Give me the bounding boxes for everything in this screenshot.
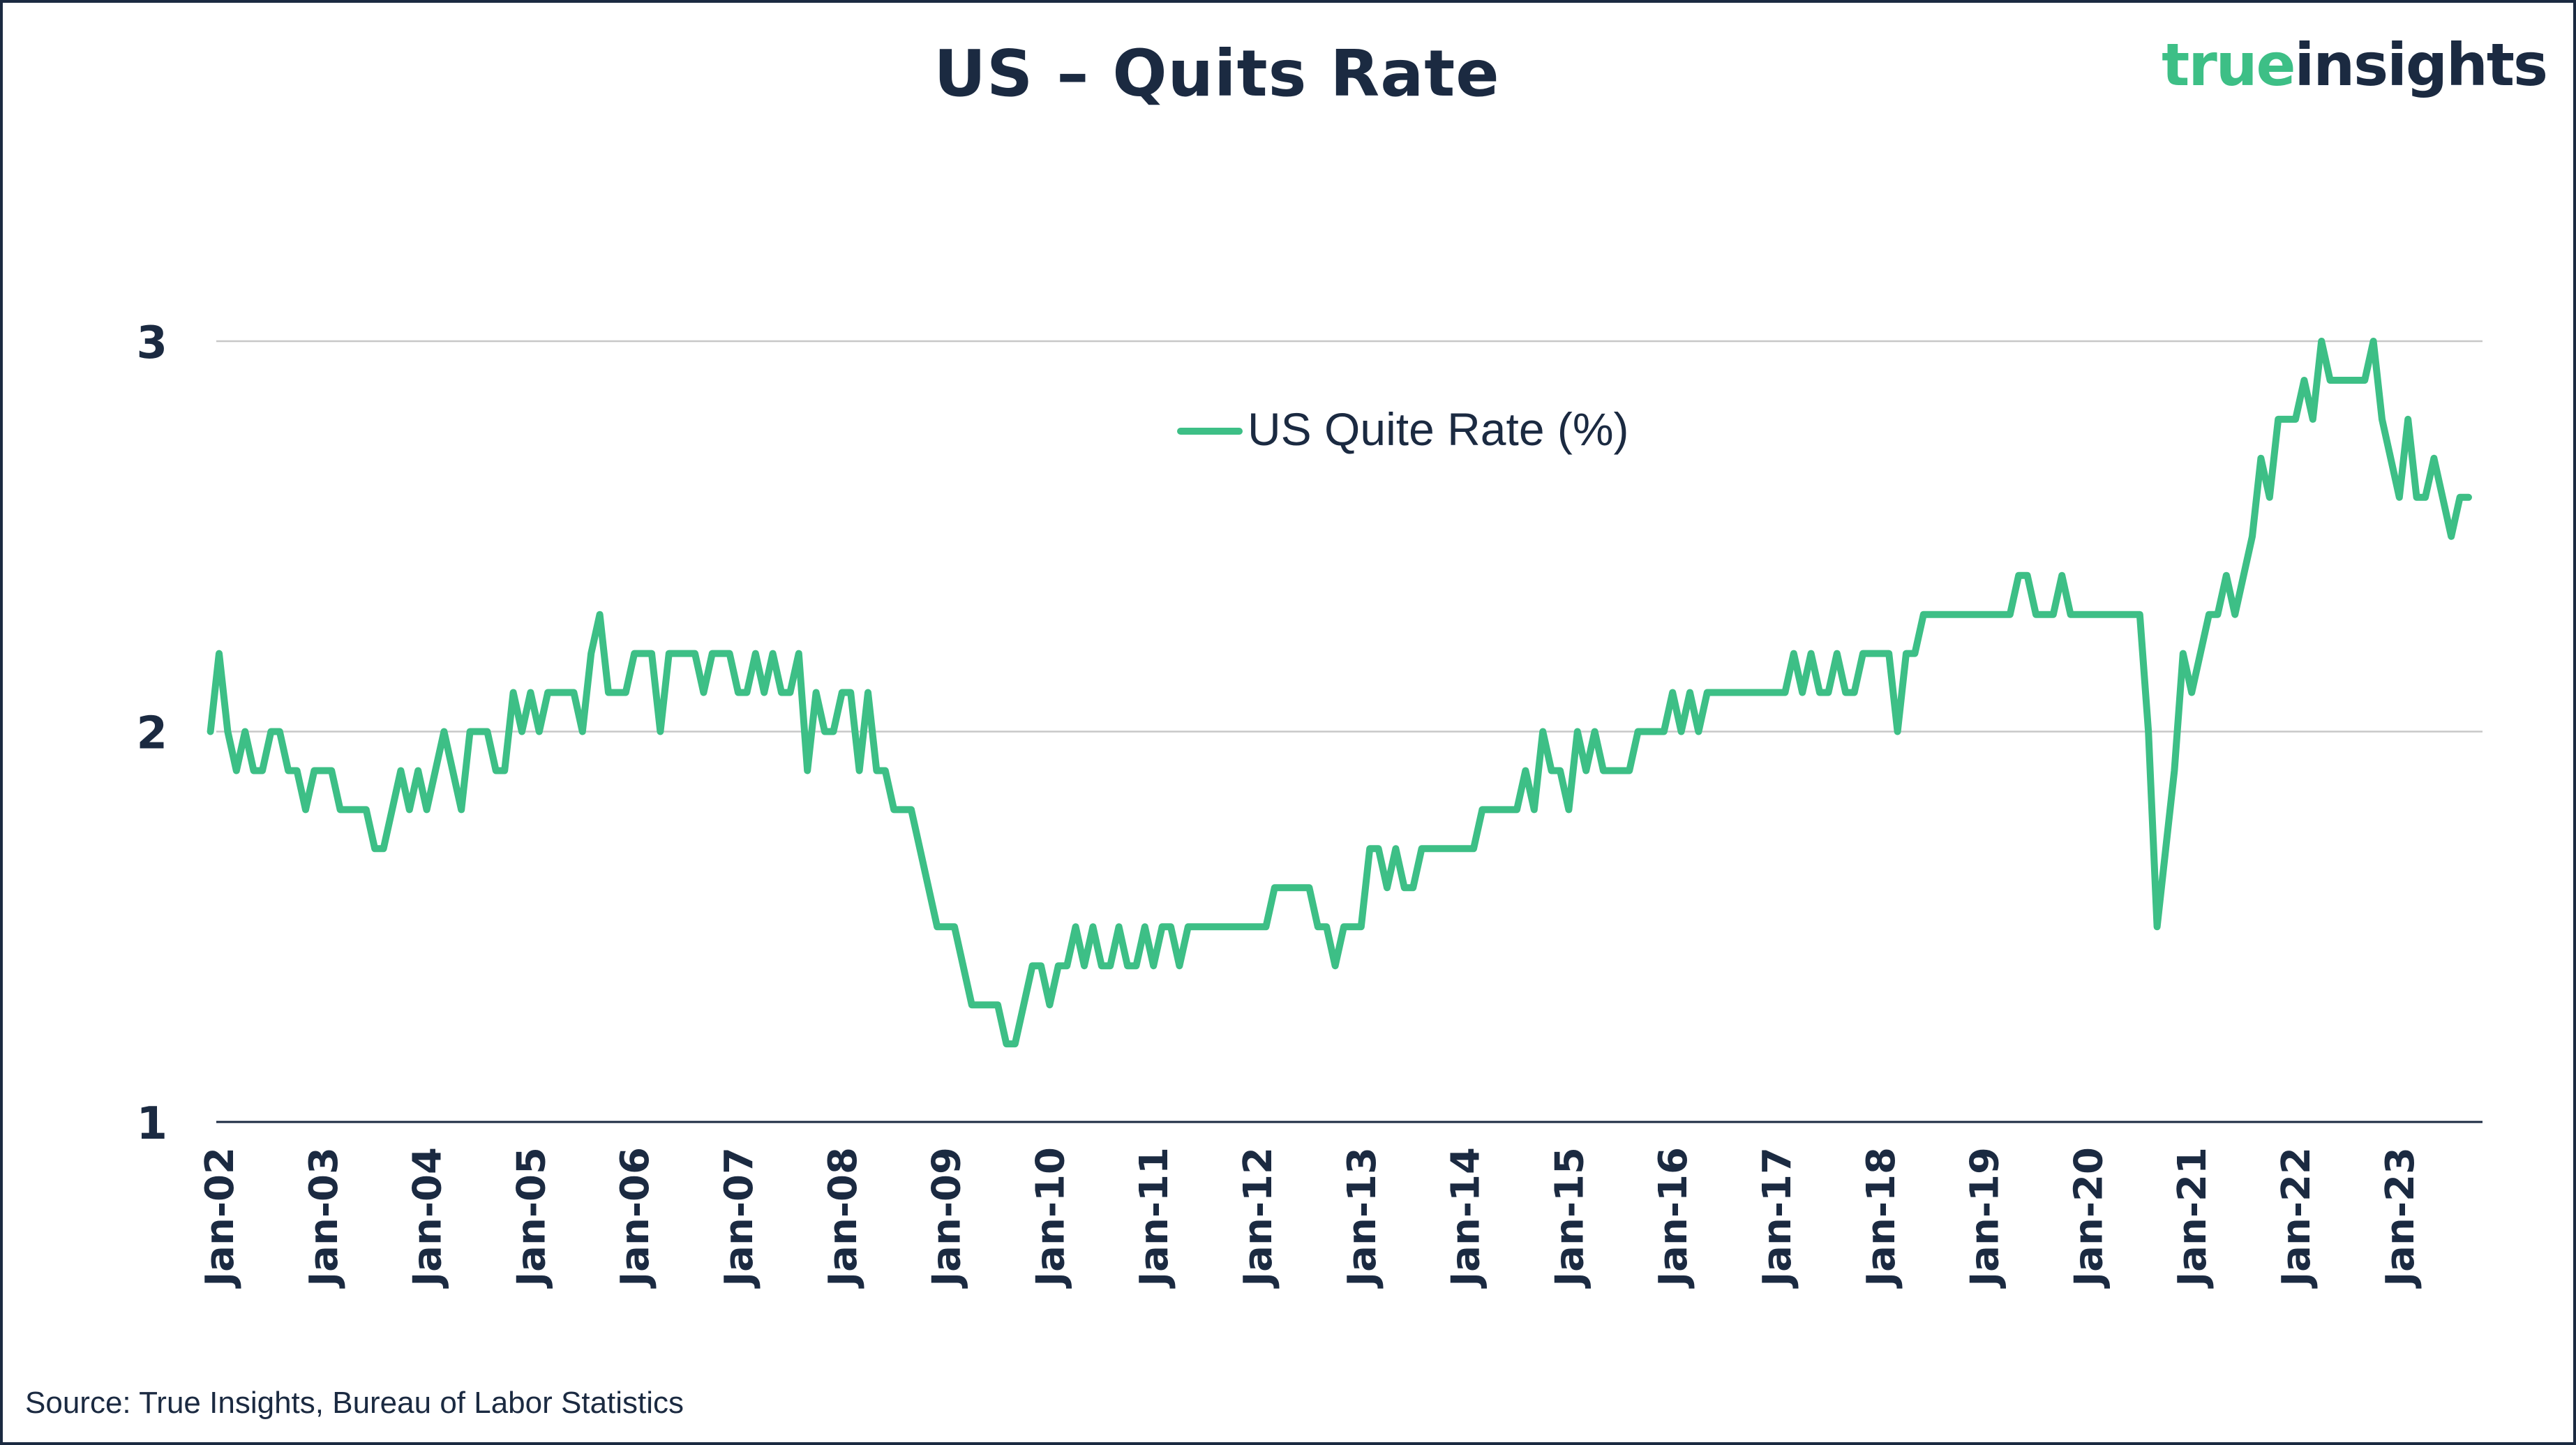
x-tick-label: Jan-02 xyxy=(197,1147,243,1289)
x-tick-label: Jan-22 xyxy=(2274,1147,2319,1289)
x-tick-label: Jan-21 xyxy=(2170,1147,2215,1289)
x-tick-label: Jan-20 xyxy=(2066,1147,2111,1289)
y-axis-ticks: 1 2 3 xyxy=(136,317,167,1150)
x-tick-label: Jan-10 xyxy=(1028,1147,1073,1289)
y-tick-label: 3 xyxy=(136,317,167,369)
legend-label: US Quite Rate (%) xyxy=(1248,403,1629,455)
x-tick-label: Jan-15 xyxy=(1547,1147,1592,1289)
x-tick-label: Jan-19 xyxy=(1963,1147,2008,1289)
x-tick-label: Jan-06 xyxy=(613,1147,658,1289)
x-tick-label: Jan-23 xyxy=(2378,1147,2423,1289)
x-tick-label: Jan-14 xyxy=(1444,1147,1489,1289)
x-axis-ticks: Jan-02 Jan-03 Jan-04 Jan-05 Jan-06 Jan-07 Jan-… xyxy=(197,1147,2423,1289)
x-tick-label: Jan-17 xyxy=(1755,1147,1800,1289)
logo-word-true: true xyxy=(2162,31,2296,99)
x-tick-label: Jan-18 xyxy=(1859,1147,1904,1289)
x-tick-label: Jan-09 xyxy=(924,1147,970,1289)
x-tick-label: Jan-12 xyxy=(1236,1147,1281,1289)
x-tick-label: Jan-04 xyxy=(405,1147,451,1289)
x-tick-label: Jan-13 xyxy=(1340,1147,1385,1289)
x-tick-label: Jan-03 xyxy=(301,1147,347,1289)
logo-word-insights: insights xyxy=(2294,31,2548,99)
x-tick-label: Jan-05 xyxy=(509,1147,554,1289)
line-chart: 1 2 3 Jan-02 Jan-03 Jan-04 Jan-05 Jan-06 Jan-07… xyxy=(136,317,2483,1289)
x-tick-label: Jan-16 xyxy=(1651,1147,1696,1289)
source-note: Source: True Insights, Bureau of Labor S… xyxy=(25,1386,684,1420)
y-tick-label: 2 xyxy=(136,708,167,760)
x-tick-label: Jan-11 xyxy=(1132,1147,1177,1289)
series-layer xyxy=(207,338,2472,1048)
series-line-us-quits-rate xyxy=(207,338,2472,1048)
legend: US Quite Rate (%) xyxy=(1177,403,1629,455)
y-tick-label: 1 xyxy=(136,1098,167,1150)
chart-title: US – Quits Rate xyxy=(934,36,1500,111)
x-tick-label: Jan-08 xyxy=(821,1147,866,1289)
gridlines xyxy=(216,340,2483,1123)
x-tick-label: Jan-07 xyxy=(717,1147,762,1289)
brand-logo: trueinsights xyxy=(2162,31,2548,99)
